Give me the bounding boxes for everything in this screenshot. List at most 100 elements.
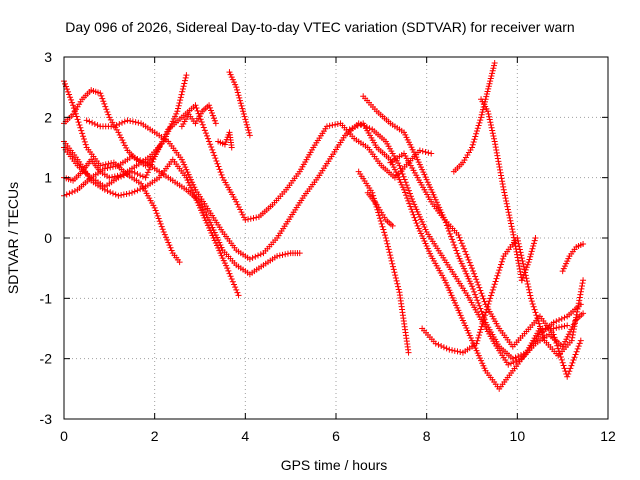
data-point — [177, 94, 184, 101]
data-point — [573, 311, 580, 318]
data-point — [507, 217, 514, 224]
data-point — [181, 161, 188, 168]
data-point — [443, 345, 450, 352]
data-point — [466, 259, 473, 266]
data-point — [389, 222, 396, 229]
data-point — [422, 149, 429, 156]
data-point — [400, 173, 407, 180]
data-point — [497, 169, 504, 176]
data-point — [105, 111, 112, 118]
data-point — [63, 191, 70, 198]
data-point — [551, 334, 558, 341]
data-point — [536, 320, 543, 327]
data-point — [525, 286, 532, 293]
data-point — [508, 223, 515, 230]
data-point — [190, 189, 197, 196]
data-point — [539, 331, 546, 338]
data-point — [234, 289, 241, 296]
data-point — [425, 181, 432, 188]
data-point — [462, 322, 469, 329]
data-point — [517, 249, 524, 256]
data-point — [393, 169, 400, 176]
data-point — [376, 215, 383, 222]
data-point — [473, 130, 480, 137]
data-point — [487, 78, 494, 85]
data-point — [515, 353, 522, 360]
data-point — [486, 298, 493, 305]
data-point — [474, 350, 481, 357]
data-point — [108, 160, 115, 167]
data-point — [226, 270, 233, 277]
data-point — [147, 164, 154, 171]
data-point — [558, 315, 565, 322]
data-point — [208, 107, 215, 114]
data-point — [191, 192, 198, 199]
data-point — [175, 102, 182, 109]
data-point — [401, 176, 408, 183]
data-point — [570, 357, 577, 364]
data-point — [473, 347, 480, 354]
data-point — [404, 184, 411, 191]
data-point — [419, 218, 426, 225]
data-point — [423, 176, 430, 183]
data-point — [217, 169, 224, 176]
data-point — [564, 373, 571, 380]
data-point — [571, 323, 578, 330]
data-point — [74, 116, 81, 123]
data-point — [507, 360, 514, 367]
data-point — [205, 135, 212, 142]
data-point — [414, 208, 421, 215]
data-point — [69, 189, 76, 196]
data-point — [502, 195, 509, 202]
data-point — [66, 91, 73, 98]
data-point — [346, 126, 353, 133]
data-point — [512, 243, 519, 250]
data-point — [396, 162, 403, 169]
data-point — [458, 260, 465, 267]
data-point — [211, 117, 218, 124]
data-point — [472, 345, 479, 352]
data-point — [427, 184, 434, 191]
data-point — [123, 190, 130, 197]
data-point — [419, 232, 426, 239]
data-point — [394, 280, 401, 287]
data-point — [519, 257, 526, 264]
data-point — [535, 317, 542, 324]
data-point — [146, 166, 152, 173]
data-point — [489, 127, 496, 134]
data-point — [494, 155, 501, 162]
data-point — [576, 294, 583, 301]
data-point — [197, 116, 204, 123]
data-point — [237, 97, 244, 104]
data-point — [490, 132, 497, 139]
data-point — [483, 91, 490, 98]
data-point — [110, 123, 117, 130]
data-point — [207, 219, 214, 226]
x-tick-label: 8 — [423, 428, 431, 444]
data-point — [219, 255, 226, 262]
data-point — [497, 264, 504, 271]
data-point — [209, 146, 216, 153]
data-point — [200, 206, 207, 213]
data-point — [249, 254, 256, 261]
data-point — [526, 256, 533, 263]
data-point — [450, 239, 457, 246]
data-point — [496, 267, 503, 274]
data-point — [489, 286, 496, 293]
data-point — [474, 279, 481, 286]
data-point — [115, 192, 122, 199]
data-point — [399, 170, 406, 177]
data-point — [477, 287, 484, 294]
data-point — [427, 250, 434, 257]
data-point — [189, 187, 196, 194]
data-point — [528, 248, 535, 255]
data-point — [504, 203, 511, 210]
data-point — [151, 204, 158, 211]
data-point — [186, 174, 193, 181]
data-point — [568, 362, 575, 369]
data-point — [218, 252, 225, 259]
data-point — [152, 207, 159, 214]
data-point — [121, 142, 128, 149]
data-point — [424, 179, 431, 186]
